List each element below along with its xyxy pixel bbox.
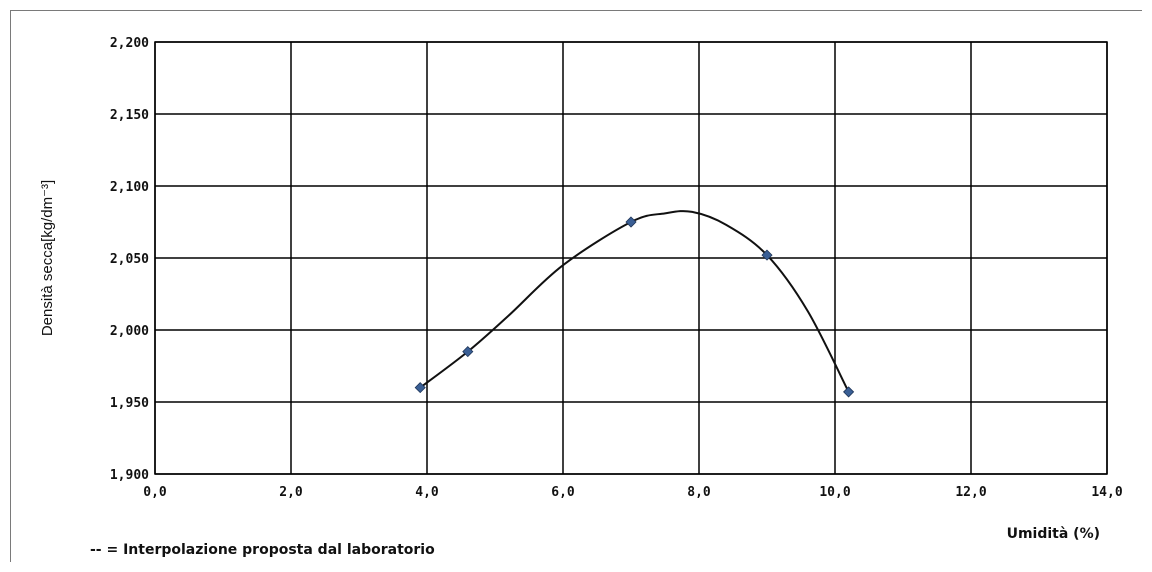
data-points [414, 216, 855, 398]
y-tick-label: 1,950 [110, 396, 149, 411]
x-tick-label: 12,0 [955, 485, 986, 500]
y-axis-label: Densità secca[kg/dm⁻³] [39, 180, 56, 336]
x-tick-label: 14,0 [1091, 485, 1122, 500]
data-point [843, 386, 855, 398]
interpolation-curve [419, 210, 850, 393]
x-tick-label: 0,0 [143, 485, 167, 500]
y-tick-label: 2,150 [110, 108, 149, 123]
data-point [414, 382, 426, 394]
x-tick-label: 2,0 [279, 485, 303, 500]
y-tick-label: 2,100 [110, 180, 149, 195]
y-tick-label: 2,200 [110, 36, 149, 51]
chart-frame [10, 10, 1142, 562]
x-tick-label: 10,0 [819, 485, 850, 500]
y-tick-labels: 1,900 1,950 2,000 2,050 2,100 2,150 2,200 [110, 36, 149, 483]
data-point [462, 346, 474, 358]
data-point [625, 216, 637, 228]
y-tick-label: 2,000 [110, 324, 149, 339]
x-tick-label: 4,0 [415, 485, 439, 500]
x-tick-label: 6,0 [551, 485, 575, 500]
grid [154, 41, 1108, 475]
x-tick-label: 8,0 [687, 485, 711, 500]
x-axis-label: Umidità (%) [1007, 526, 1100, 542]
y-tick-label: 1,900 [110, 468, 149, 483]
interpolation-note: -- = Interpolazione proposta dal laborat… [90, 542, 435, 558]
data-point [761, 249, 773, 261]
y-tick-label: 2,050 [110, 252, 149, 267]
x-tick-labels: 0,0 2,0 4,0 6,0 8,0 10,0 12,0 14,0 [143, 485, 1123, 500]
